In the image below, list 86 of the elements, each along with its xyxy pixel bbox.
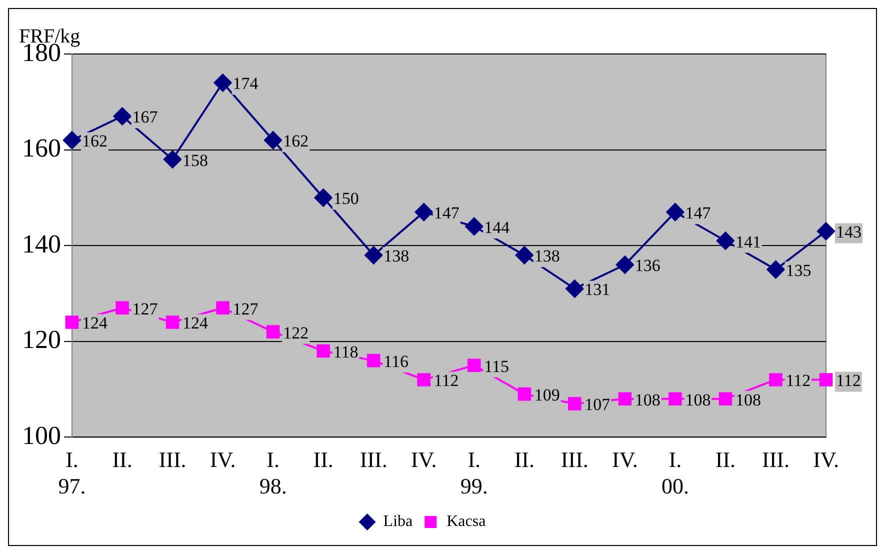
y-tick-label: 140	[22, 229, 61, 258]
data-label: 138	[534, 246, 560, 266]
data-label: 174	[232, 74, 259, 94]
point	[465, 217, 484, 236]
data-label: 108	[685, 390, 711, 410]
y-tick-label: 120	[22, 325, 61, 354]
data-label: 122	[283, 323, 309, 342]
point	[166, 316, 180, 329]
point	[65, 316, 79, 329]
point	[666, 203, 684, 222]
data-label: 116	[384, 352, 408, 372]
data-label: 147	[434, 204, 460, 223]
data-label: 108	[634, 390, 660, 410]
point	[566, 280, 584, 298]
point	[116, 301, 129, 315]
point	[364, 246, 383, 264]
x-tick-label: III.	[360, 447, 388, 472]
point	[618, 392, 632, 406]
data-label: 109	[534, 386, 560, 405]
y-tick-label: 160	[22, 134, 61, 163]
x-tick-label: I. 97.	[58, 447, 86, 499]
data-label: 118	[333, 342, 358, 362]
point	[668, 392, 682, 406]
data-label: 135	[786, 261, 812, 280]
legend-label: Kacsa	[446, 513, 486, 530]
data-label: 150	[333, 189, 359, 208]
point	[214, 74, 232, 92]
point	[316, 344, 330, 358]
x-tick-label: IV.	[210, 447, 236, 472]
point	[568, 397, 582, 410]
data-label: 141	[735, 232, 761, 252]
data-label: 136	[634, 256, 660, 276]
x-tick-label: II.	[112, 447, 132, 472]
data-label: 112	[786, 371, 811, 390]
data-label: 162	[283, 132, 309, 151]
point	[63, 131, 81, 150]
data-label: 124	[82, 314, 108, 333]
x-tick-label: III.	[762, 447, 790, 472]
point	[113, 107, 132, 126]
point	[716, 232, 734, 250]
point	[718, 392, 732, 406]
data-label: 112	[434, 371, 459, 390]
point	[518, 387, 532, 401]
x-tick-label: II.	[313, 447, 334, 472]
data-label: 144	[484, 218, 510, 237]
point	[414, 203, 433, 222]
point	[164, 150, 182, 168]
data-label: 127	[132, 299, 158, 318]
point	[266, 325, 280, 338]
point	[766, 260, 785, 279]
x-tick-label: IV.	[813, 447, 839, 472]
point	[366, 354, 380, 368]
point	[216, 301, 230, 315]
data-label: 131	[584, 280, 610, 300]
data-label: 112	[836, 371, 861, 390]
point	[417, 373, 431, 386]
y-tick-label: 100	[22, 421, 61, 450]
data-label: 138	[384, 246, 410, 266]
data-label: 115	[484, 356, 510, 376]
x-tick-label: IV.	[410, 447, 437, 472]
x-tick-label: IV.	[612, 447, 638, 472]
data-label: 124	[182, 314, 209, 333]
legend-label: Liba	[383, 513, 413, 530]
point	[819, 373, 833, 386]
x-tick-label: III.	[560, 447, 588, 472]
point	[616, 256, 634, 274]
x-tick-label: III.	[158, 447, 186, 472]
data-label: 158	[182, 150, 208, 170]
point	[515, 246, 534, 264]
point	[264, 131, 282, 150]
x-tick-label: II.	[715, 447, 736, 472]
data-label: 162	[82, 132, 108, 151]
point	[769, 373, 782, 386]
data-label: 167	[132, 108, 158, 127]
data-label: 107	[584, 395, 611, 414]
x-tick-label: II.	[514, 447, 534, 472]
x-tick-label: I. 00.	[661, 447, 689, 499]
point	[817, 222, 835, 240]
data-label: 127	[232, 299, 259, 318]
data-label: 143	[836, 222, 862, 242]
point	[314, 188, 332, 207]
point	[467, 358, 481, 372]
x-tick-label: I. 98.	[259, 447, 287, 499]
data-label: 147	[685, 204, 712, 223]
data-label: 108	[735, 390, 761, 410]
x-tick-label: I. 99.	[460, 447, 488, 499]
